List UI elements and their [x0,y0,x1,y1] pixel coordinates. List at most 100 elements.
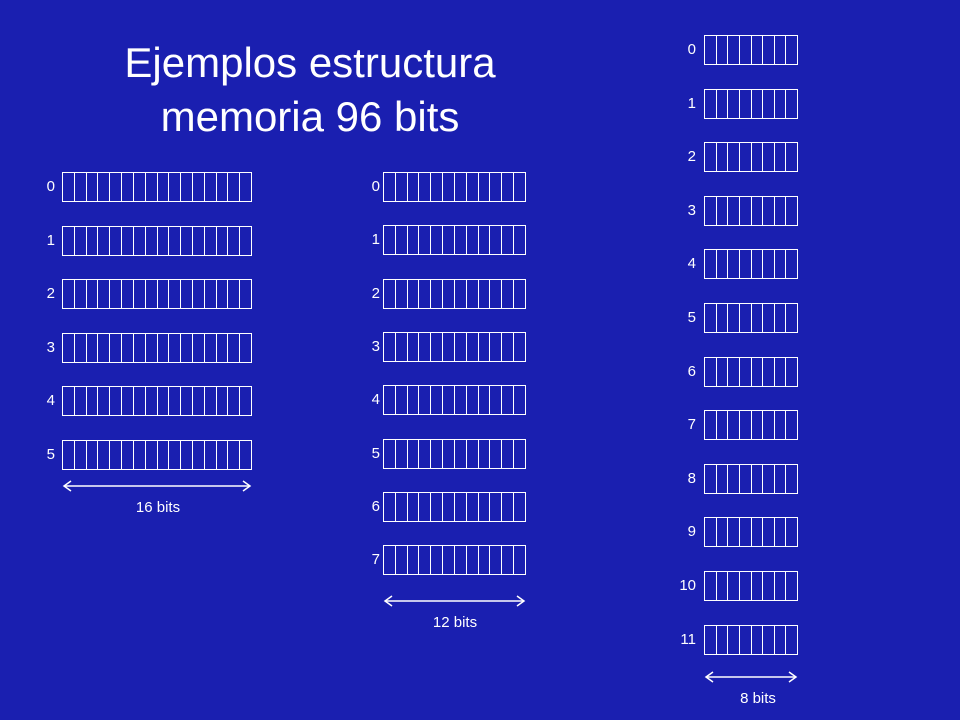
address-label: 5 [371,445,380,462]
address-label: 5 [687,309,696,326]
bit-cell [773,250,786,278]
bit-cell [121,280,133,308]
bit-cell [453,226,466,254]
bit-cell [738,197,751,225]
bit-cell [384,386,395,414]
bit-cell [750,465,763,493]
bit-cell [453,440,466,468]
memory-word-register [383,492,526,522]
bit-cell [191,387,204,415]
bit-cell [738,250,751,278]
bit-cell [442,173,454,201]
bit-cell [442,333,454,361]
bit-cell [180,227,192,255]
bit-cell [773,197,786,225]
memory-word-register [704,517,798,547]
bit-cell [785,250,797,278]
bit-cell [97,280,109,308]
bit-cell [727,411,739,439]
slide-title: Ejemplos estructura memoria 96 bits [75,36,545,144]
bit-cell [180,280,192,308]
bit-cell [63,387,74,415]
bit-cell [750,358,763,386]
bit-cell [144,280,157,308]
bit-cell [406,493,419,521]
bit-cell [773,518,786,546]
bit-cell [442,226,454,254]
address-label: 3 [371,338,380,355]
bit-cell [203,441,216,469]
bit-cell [418,226,430,254]
bit-cell [489,280,501,308]
memory-word-register [383,172,526,202]
bit-cell [406,280,419,308]
bit-cell [465,333,478,361]
bit-cell [418,280,430,308]
bit-cell [489,226,501,254]
bit-cell [430,546,442,574]
bit-cell [384,173,395,201]
bit-cell [738,358,751,386]
bit-cell [762,518,774,546]
bit-cell [132,227,145,255]
memory-word-register [383,545,526,575]
bit-cell [705,465,716,493]
bit-cell [132,334,145,362]
address-label: 3 [687,202,696,219]
bit-cell [156,387,169,415]
bit-cell [773,626,786,654]
bit-cell [727,90,739,118]
bit-cell [191,173,204,201]
bit-cell [442,546,454,574]
bit-cell [73,441,86,469]
bit-cell [239,280,251,308]
bit-cell [465,440,478,468]
bit-cell [705,572,716,600]
memory-word-register [704,410,798,440]
bit-cell [215,280,228,308]
address-label: 2 [371,285,380,302]
address-label: 4 [46,392,55,409]
bit-cell [168,173,180,201]
bit-cell [477,226,490,254]
memory-word-register [704,357,798,387]
memory-word-register [704,571,798,601]
bit-cell [394,493,407,521]
memory-word-register [383,385,526,415]
memory-word-register [383,279,526,309]
bit-cell [513,173,525,201]
bit-cell [465,386,478,414]
bit-cell [215,227,228,255]
address-label: 6 [687,363,696,380]
bit-cell [738,411,751,439]
bit-cell [762,143,774,171]
bit-cell [705,250,716,278]
bit-cell [384,440,395,468]
bit-cell [705,518,716,546]
bit-cell [180,441,192,469]
bit-cell [227,173,239,201]
address-label: 3 [46,339,55,356]
bit-cell [215,334,228,362]
bit-cell [168,227,180,255]
bit-cell [132,387,145,415]
bit-cell [442,493,454,521]
bit-cell [738,626,751,654]
width-arrow [62,479,252,493]
bit-cell [63,334,74,362]
memory-word-register [383,439,526,469]
bit-cell [239,227,251,255]
bit-cell [750,518,763,546]
bit-cell [191,334,204,362]
bit-cell [465,546,478,574]
bit-cell [85,387,98,415]
bit-cell [180,334,192,362]
bit-cell [239,173,251,201]
bit-cell [73,387,86,415]
bit-cell [715,250,728,278]
bit-cell [85,334,98,362]
bit-cell [738,90,751,118]
bit-cell [156,227,169,255]
bit-cell [144,173,157,201]
